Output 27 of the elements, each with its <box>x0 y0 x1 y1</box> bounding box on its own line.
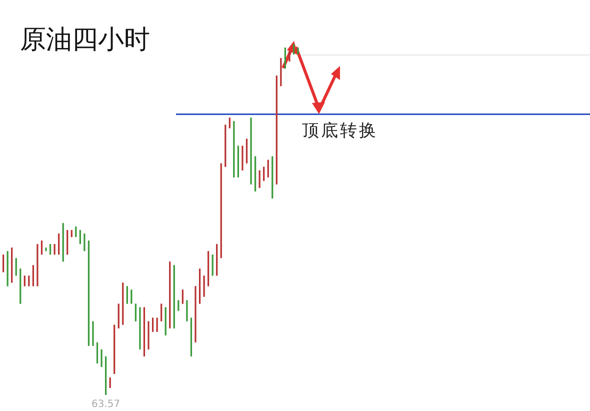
candlestick <box>58 233 60 256</box>
candlestick <box>134 303 136 322</box>
candlestick <box>15 258 17 276</box>
candlestick <box>100 348 102 368</box>
candlestick <box>126 286 128 304</box>
candlestick <box>160 303 162 322</box>
candlestick <box>212 254 214 276</box>
text: 63.57 <box>91 399 120 410</box>
candlestick <box>156 317 158 332</box>
candlestick <box>32 264 34 287</box>
candlestick <box>130 289 132 304</box>
candlestick <box>258 170 260 188</box>
candlestick <box>2 254 4 273</box>
chart-title: 原油四小时 <box>20 25 150 55</box>
candlestick <box>84 233 86 252</box>
candlestick <box>203 275 205 298</box>
ref-line-label: 顶底转换 <box>302 121 378 142</box>
candlestick <box>96 342 98 364</box>
candlestick <box>267 159 269 178</box>
candlestick <box>186 300 188 322</box>
candlestick <box>79 230 81 245</box>
candlestick <box>182 289 184 304</box>
candlestick <box>40 240 43 256</box>
candlestick <box>152 317 154 332</box>
candlestick <box>284 47 286 70</box>
candlestick <box>263 166 265 182</box>
candlestick <box>178 300 180 312</box>
